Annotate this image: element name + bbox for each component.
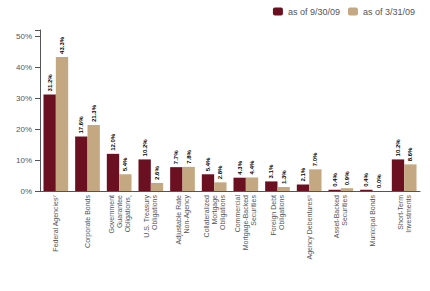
svg-text:4.4%: 4.4%	[249, 160, 255, 174]
svg-text:0.0%: 0.0%	[376, 174, 382, 188]
svg-text:Asset-Backed: Asset-Backed	[333, 195, 340, 238]
svg-text:Obligations: Obligations	[278, 195, 286, 231]
svg-text:Municipal Bonds: Municipal Bonds	[369, 195, 377, 247]
svg-text:Adjustable Rate: Adjustable Rate	[175, 195, 183, 245]
svg-text:Obligations: Obligations	[219, 195, 227, 231]
svg-text:Short-Term: Short-Term	[397, 195, 404, 230]
svg-text:30%: 30%	[16, 94, 32, 103]
svg-text:Securities: Securities	[341, 195, 348, 226]
svg-text:4.3%: 4.3%	[237, 160, 243, 174]
svg-text:20%: 20%	[16, 125, 32, 134]
svg-text:Investments: Investments	[405, 195, 412, 233]
svg-text:Securities: Securities	[250, 195, 257, 226]
svg-text:3.1%: 3.1%	[268, 164, 274, 178]
svg-text:Obligations: Obligations	[151, 195, 159, 231]
svg-text:7.0%: 7.0%	[312, 152, 318, 166]
svg-text:1.3%: 1.3%	[281, 170, 287, 184]
svg-text:40%: 40%	[16, 63, 32, 72]
svg-text:Commercial: Commercial	[234, 195, 241, 233]
svg-text:5.4%: 5.4%	[122, 157, 128, 171]
svg-text:0.4%: 0.4%	[363, 172, 369, 186]
svg-text:7.7%: 7.7%	[173, 150, 179, 164]
svg-text:21.3%: 21.3%	[91, 104, 97, 122]
svg-text:Government: Government	[108, 195, 115, 234]
svg-text:Mortgage: Mortgage	[211, 195, 219, 225]
svg-text:0.9%: 0.9%	[344, 171, 350, 185]
svg-text:0.4%: 0.4%	[332, 172, 338, 186]
svg-text:Corporate Bonds: Corporate Bonds	[84, 195, 92, 248]
svg-text:7.8%: 7.8%	[186, 150, 192, 164]
svg-text:Non-Agency: Non-Agency	[183, 195, 191, 234]
svg-text:17.6%: 17.6%	[78, 116, 84, 134]
svg-text:U.S. Treasury: U.S. Treasury	[143, 195, 151, 238]
svg-text:Obligations¸: Obligations¸	[124, 195, 132, 232]
svg-text:Collateralized: Collateralized	[203, 195, 210, 238]
svg-text:2.8%: 2.8%	[217, 165, 223, 179]
svg-text:10.2%: 10.2%	[395, 139, 401, 157]
svg-text:31.2%: 31.2%	[47, 74, 53, 92]
svg-text:as of 9/30/09: as of 9/30/09	[288, 7, 340, 17]
svg-text:5.4%: 5.4%	[205, 157, 211, 171]
svg-text:12.0%: 12.0%	[110, 133, 116, 151]
svg-text:Foreign Debt: Foreign Debt	[270, 195, 278, 236]
svg-text:10%: 10%	[16, 156, 32, 165]
svg-text:Federal Agencies⁷: Federal Agencies⁷	[52, 195, 60, 252]
svg-text:as of 3/31/09: as of 3/31/09	[363, 7, 415, 17]
svg-text:50%: 50%	[16, 32, 32, 41]
svg-text:Mortgage-Backed: Mortgage-Backed	[242, 195, 250, 250]
svg-text:8.6%: 8.6%	[407, 147, 413, 161]
svg-text:Agency Debentures⁹: Agency Debentures⁹	[306, 195, 314, 259]
svg-text:2.6%: 2.6%	[154, 166, 160, 180]
svg-text:10.2%: 10.2%	[142, 139, 148, 157]
svg-text:2.1%: 2.1%	[300, 167, 306, 181]
svg-text:Guarantee: Guarantee	[116, 195, 123, 228]
svg-text:0%: 0%	[20, 187, 32, 196]
svg-text:43.3%: 43.3%	[59, 36, 65, 54]
